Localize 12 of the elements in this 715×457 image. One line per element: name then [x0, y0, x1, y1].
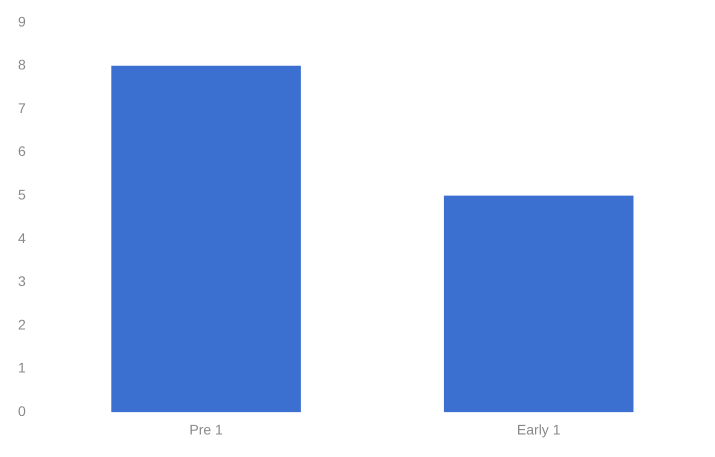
y-tick-label: 3: [18, 273, 26, 290]
y-tick-label: 1: [18, 360, 26, 376]
y-tick-label: 4: [18, 230, 26, 246]
y-tick-label: 0: [18, 403, 26, 420]
y-tick-label: 2: [18, 316, 26, 332]
y-tick-label: 8: [18, 56, 26, 73]
y-tick-label: 9: [18, 13, 26, 30]
x-tick-label: Early 1: [516, 421, 561, 438]
y-tick-label: 5: [18, 186, 26, 203]
x-tick-label: Pre 1: [189, 421, 224, 438]
y-tick-label: 6: [18, 143, 26, 160]
y-tick-label: 7: [18, 100, 26, 116]
